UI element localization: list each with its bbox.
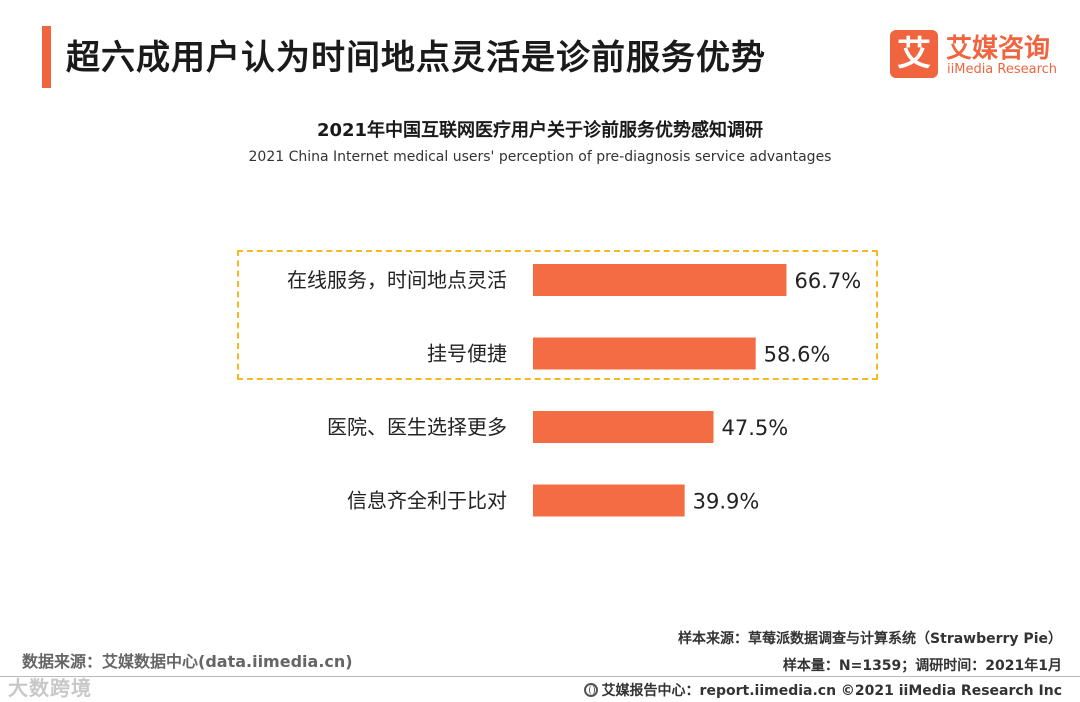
page-title: 超六成用户认为时间地点灵活是诊前服务优势 <box>66 38 766 78</box>
globe-icon <box>583 683 598 697</box>
value-label: 47.5% <box>722 416 789 440</box>
value-label: 58.6% <box>764 343 831 367</box>
category-label: 信息齐全利于比对 <box>347 489 507 513</box>
logo-name-en: iiMedia Research <box>947 62 1058 77</box>
value-label: 39.9% <box>693 490 760 514</box>
brand-logo: 艾 艾媒咨询 iiMedia Research <box>890 30 1066 82</box>
category-label: 在线服务，时间地点灵活 <box>287 268 507 292</box>
chart-title: 2021年中国互联网医疗用户关于诊前服务优势感知调研 <box>316 120 764 141</box>
footer-divider <box>0 676 1080 677</box>
report-center: 艾媒报告中心：report.iimedia.cn ©2021 iiMedia R… <box>583 680 1062 700</box>
report-center-text: 艾媒报告中心：report.iimedia.cn ©2021 iiMedia R… <box>601 683 1062 699</box>
bar <box>533 264 787 296</box>
watermark: 大数跨境 <box>8 676 92 700</box>
sample-source: 样本来源：草莓派数据调查与计算系统（Strawberry Pie） <box>678 631 1062 647</box>
value-label: 66.7% <box>794 269 861 293</box>
category-label: 医院、医生选择更多 <box>327 415 507 439</box>
bar <box>533 484 685 517</box>
logo-mark: 艾 <box>890 30 938 78</box>
sample-info: 样本量：N=1359；调研时间：2021年1月 <box>782 658 1062 674</box>
chart-subtitle: 2021 China Internet medical users' perce… <box>248 149 832 165</box>
category-label: 挂号便捷 <box>427 342 507 366</box>
highlight-box <box>237 250 878 380</box>
bar <box>533 411 714 443</box>
title-accent-bar <box>42 26 51 88</box>
logo-name-cn: 艾媒咨询 <box>946 34 1051 64</box>
data-source: 数据来源：艾媒数据中心(data.iimedia.cn) <box>22 652 353 671</box>
bar <box>533 337 756 370</box>
